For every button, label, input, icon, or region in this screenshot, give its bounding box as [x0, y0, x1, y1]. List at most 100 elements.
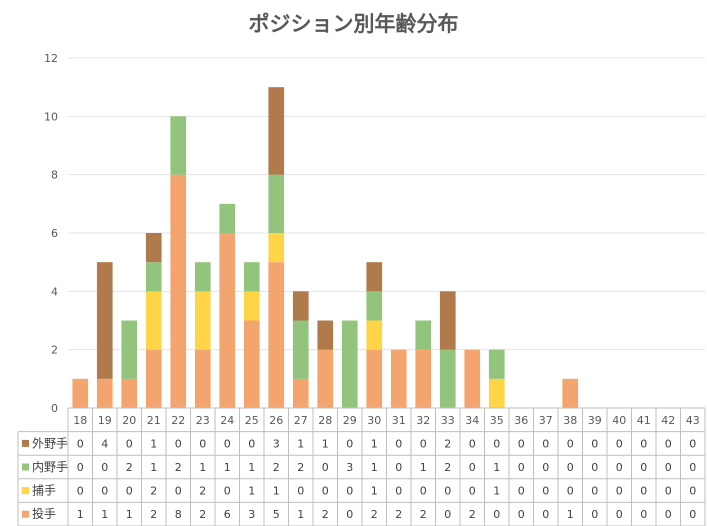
- bar-segment: [145, 262, 162, 292]
- bar-segment: [194, 291, 211, 350]
- table-cell: 0: [101, 461, 108, 474]
- x-tick-label: 28: [318, 414, 332, 427]
- bar-segment: [488, 349, 505, 379]
- table-cell: 0: [395, 437, 402, 450]
- bar-segment: [268, 87, 285, 175]
- table-cell: 3: [248, 508, 255, 521]
- table-cell: 0: [567, 461, 574, 474]
- bar-segment: [366, 349, 383, 408]
- table-cell: 0: [493, 508, 500, 521]
- x-tick-label: 37: [539, 414, 553, 427]
- table-cell: 0: [175, 437, 182, 450]
- bar-segment: [121, 320, 138, 379]
- bar-segment: [366, 320, 383, 350]
- table-cell: 0: [469, 461, 476, 474]
- bar-segment: [72, 378, 89, 408]
- table-cell: 0: [395, 461, 402, 474]
- table-cell: 0: [199, 437, 206, 450]
- table-cell: 2: [444, 461, 451, 474]
- x-tick-label: 22: [171, 414, 185, 427]
- x-tick-label: 39: [588, 414, 602, 427]
- table-cell: 0: [616, 485, 623, 498]
- table-cell: 1: [273, 485, 280, 498]
- table-cell: 0: [665, 461, 672, 474]
- table-cell: 1: [248, 461, 255, 474]
- bar-segment: [243, 262, 260, 292]
- bar-segment: [145, 233, 162, 263]
- table-cell: 2: [175, 461, 182, 474]
- table-cell: 0: [518, 461, 525, 474]
- x-tick-label: 29: [343, 414, 357, 427]
- table-cell: 0: [689, 461, 696, 474]
- table-cell: 1: [126, 508, 133, 521]
- bar-segment: [292, 291, 309, 321]
- bar-segment: [439, 291, 456, 350]
- table-cell: 3: [346, 461, 353, 474]
- bar-segment: [194, 349, 211, 408]
- table-cell: 0: [567, 437, 574, 450]
- bar-segment: [415, 349, 432, 408]
- table-cell: 0: [665, 485, 672, 498]
- table-cell: 0: [542, 461, 549, 474]
- x-tick-label: 25: [245, 414, 259, 427]
- table-cell: 0: [420, 485, 427, 498]
- table-cell: 0: [616, 508, 623, 521]
- table-cell: 0: [322, 461, 329, 474]
- bar-segment: [194, 262, 211, 292]
- x-tick-label: 27: [294, 414, 308, 427]
- bar-segment: [268, 262, 285, 408]
- table-cell: 0: [640, 508, 647, 521]
- table-cell: 2: [322, 508, 329, 521]
- table-cell: 1: [199, 461, 206, 474]
- table-cell: 0: [591, 437, 598, 450]
- table-cell: 2: [395, 508, 402, 521]
- table-cell: 0: [689, 437, 696, 450]
- table-cell: 0: [346, 508, 353, 521]
- table-cell: 1: [224, 461, 231, 474]
- table-cell: 0: [616, 437, 623, 450]
- table-cell: 0: [322, 485, 329, 498]
- table-cell: 2: [273, 461, 280, 474]
- table-cell: 2: [444, 437, 451, 450]
- table-cell: 0: [346, 437, 353, 450]
- bar-segment: [341, 320, 358, 408]
- y-tick-label: 8: [51, 169, 58, 182]
- table-cell: 0: [518, 437, 525, 450]
- table-cell: 1: [150, 437, 157, 450]
- table-cell: 0: [591, 461, 598, 474]
- table-cell: 0: [542, 437, 549, 450]
- x-tick-label: 40: [612, 414, 626, 427]
- x-tick-label: 42: [661, 414, 675, 427]
- table-cell: 0: [518, 485, 525, 498]
- bar-segment: [317, 320, 334, 350]
- legend-key: [22, 463, 29, 471]
- table-cell: 0: [224, 485, 231, 498]
- bar-segment: [366, 291, 383, 321]
- table-cell: 1: [371, 437, 378, 450]
- table-cell: 2: [420, 508, 427, 521]
- bar-segment: [488, 378, 505, 408]
- x-tick-label: 19: [98, 414, 112, 427]
- legend-label: 捕手: [32, 483, 56, 498]
- table-cell: 0: [248, 437, 255, 450]
- table-cell: 0: [101, 485, 108, 498]
- table-cell: 0: [640, 461, 647, 474]
- x-tick-label: 26: [269, 414, 283, 427]
- x-tick-label: 24: [220, 414, 234, 427]
- table-cell: 3: [273, 437, 280, 450]
- table-cell: 1: [371, 485, 378, 498]
- y-tick-label: 0: [51, 402, 58, 415]
- y-tick-label: 2: [51, 344, 58, 357]
- x-tick-label: 38: [563, 414, 577, 427]
- table-cell: 0: [469, 485, 476, 498]
- x-tick-label: 43: [686, 414, 700, 427]
- table-cell: 0: [689, 485, 696, 498]
- table-cell: 0: [616, 461, 623, 474]
- table-cell: 6: [224, 508, 231, 521]
- table-cell: 1: [493, 485, 500, 498]
- table-cell: 1: [420, 461, 427, 474]
- table-cell: 1: [371, 461, 378, 474]
- bar-segment: [170, 116, 187, 175]
- table-cell: 0: [444, 485, 451, 498]
- table-cell: 0: [640, 485, 647, 498]
